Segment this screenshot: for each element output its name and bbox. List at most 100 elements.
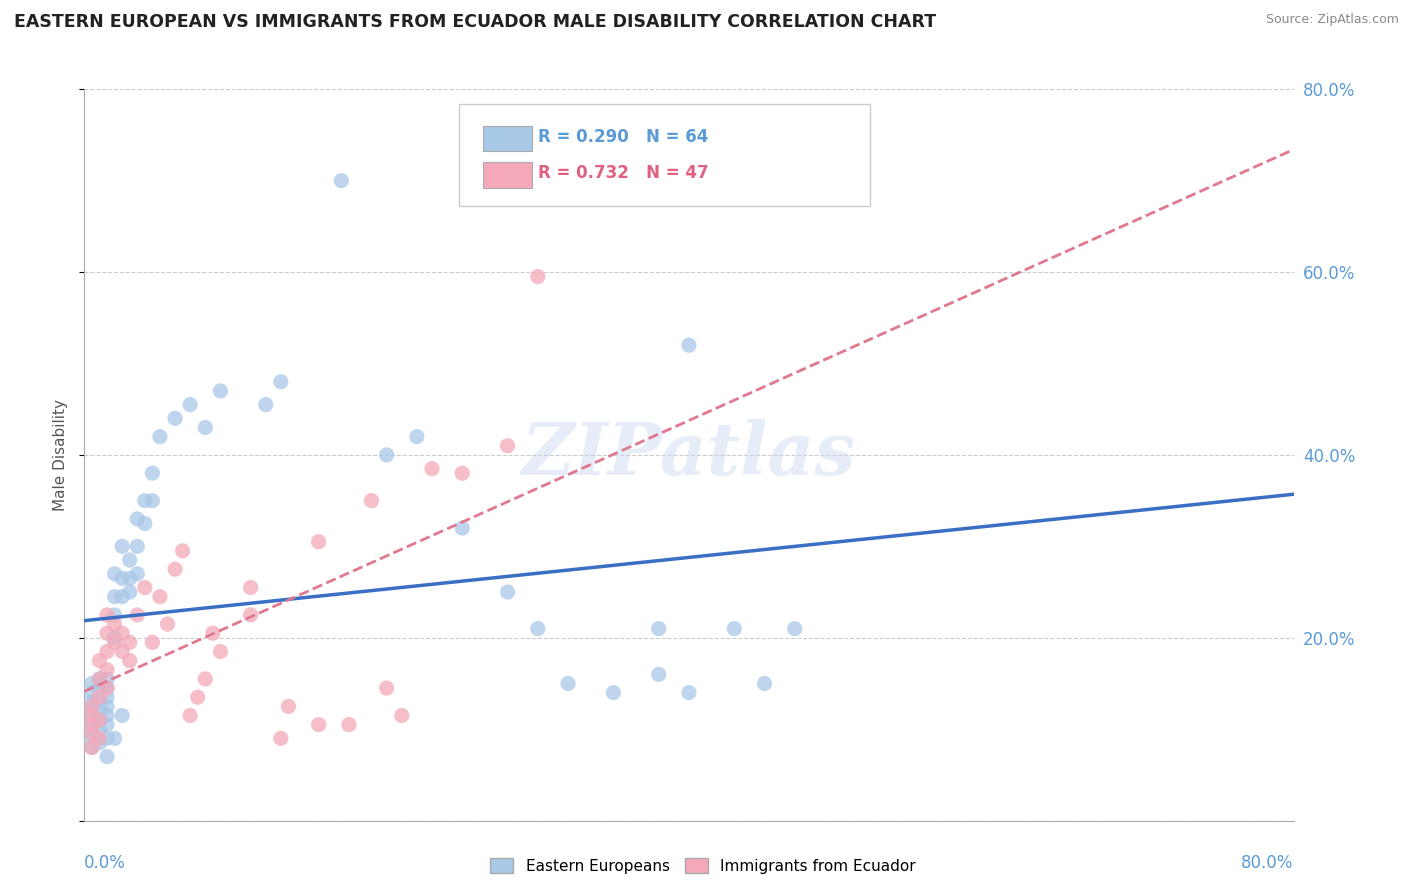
Point [111, 571, 134, 585]
Point [557, 676, 579, 690]
Text: Source: ZipAtlas.com: Source: ZipAtlas.com [1265, 13, 1399, 27]
Point [80, 731, 103, 746]
Point [375, 448, 398, 462]
Point [89, 681, 111, 695]
Point [239, 581, 262, 595]
Point [127, 607, 149, 622]
Point [80, 704, 103, 718]
Point [678, 338, 700, 352]
Point [96, 626, 118, 640]
Point [80, 723, 103, 737]
Point [80, 713, 103, 727]
Point [194, 420, 217, 434]
Point [80, 717, 103, 731]
Point [111, 590, 134, 604]
Point [118, 635, 141, 649]
Point [330, 174, 353, 188]
Point [277, 699, 299, 714]
Point [96, 731, 118, 746]
Point [172, 544, 194, 558]
Point [127, 512, 149, 526]
Point [96, 607, 118, 622]
Text: R = 0.732   N = 47: R = 0.732 N = 47 [538, 164, 709, 182]
FancyBboxPatch shape [484, 126, 531, 152]
Point [209, 644, 232, 658]
Point [179, 708, 201, 723]
Point [165, 562, 187, 576]
Point [89, 713, 111, 727]
Point [80, 685, 103, 699]
Point [96, 663, 118, 677]
Point [127, 566, 149, 581]
Point [89, 736, 111, 750]
Point [111, 708, 134, 723]
Point [89, 690, 111, 705]
Point [194, 672, 217, 686]
Point [96, 672, 118, 686]
Point [104, 635, 127, 649]
Point [89, 723, 111, 737]
Point [96, 681, 118, 695]
Point [187, 690, 209, 705]
Point [602, 685, 624, 699]
Point [89, 731, 111, 746]
Point [134, 493, 156, 508]
Point [96, 644, 118, 658]
Point [678, 685, 700, 699]
Point [118, 585, 141, 599]
Point [308, 717, 330, 731]
Text: 0.0%: 0.0% [84, 854, 127, 871]
Point [80, 727, 103, 741]
Point [496, 585, 519, 599]
FancyBboxPatch shape [460, 103, 870, 206]
Point [104, 617, 127, 632]
Point [391, 708, 413, 723]
Point [104, 731, 127, 746]
Point [239, 607, 262, 622]
Point [648, 667, 671, 681]
Point [118, 553, 141, 567]
Point [96, 717, 118, 731]
Point [648, 622, 671, 636]
Point [308, 534, 330, 549]
Point [165, 411, 187, 425]
Point [201, 626, 224, 640]
Point [141, 493, 163, 508]
Point [723, 622, 745, 636]
Point [141, 635, 163, 649]
Point [156, 617, 179, 632]
Point [270, 731, 292, 746]
Point [96, 690, 118, 705]
Point [80, 676, 103, 690]
Point [89, 672, 111, 686]
Point [360, 493, 382, 508]
Point [451, 466, 474, 480]
FancyBboxPatch shape [484, 162, 531, 188]
Point [96, 699, 118, 714]
Point [783, 622, 806, 636]
Point [179, 398, 201, 412]
Text: EASTERN EUROPEAN VS IMMIGRANTS FROM ECUADOR MALE DISABILITY CORRELATION CHART: EASTERN EUROPEAN VS IMMIGRANTS FROM ECUA… [14, 13, 936, 31]
Text: 80.0%: 80.0% [1241, 854, 1294, 871]
Point [96, 749, 118, 764]
Point [104, 590, 127, 604]
Point [254, 398, 277, 412]
Point [80, 740, 103, 755]
Point [420, 461, 443, 475]
Point [375, 681, 398, 695]
Point [111, 644, 134, 658]
Point [80, 699, 103, 714]
Point [104, 566, 127, 581]
Point [270, 375, 292, 389]
Text: R = 0.290   N = 64: R = 0.290 N = 64 [538, 128, 709, 145]
Point [80, 708, 103, 723]
Point [149, 590, 172, 604]
Point [80, 695, 103, 709]
Point [496, 439, 519, 453]
Point [89, 654, 111, 668]
Point [89, 704, 111, 718]
Point [111, 626, 134, 640]
Point [118, 571, 141, 585]
Point [89, 695, 111, 709]
Point [149, 430, 172, 444]
